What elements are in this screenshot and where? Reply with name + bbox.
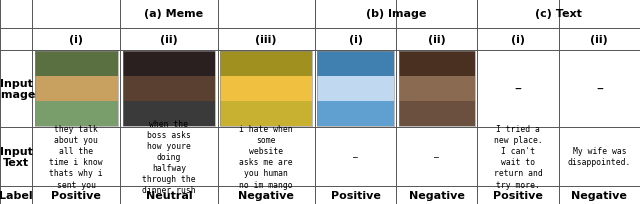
Text: –: – xyxy=(596,82,603,96)
Bar xyxy=(317,77,394,102)
Text: Input
Image: Input Image xyxy=(0,79,35,100)
Text: (iii): (iii) xyxy=(255,35,277,45)
Bar xyxy=(399,102,475,127)
Text: i hate when
some
website
asks me are
you human
no im mango: i hate when some website asks me are you… xyxy=(239,124,293,189)
Bar xyxy=(123,52,215,77)
Bar xyxy=(220,52,312,77)
Bar xyxy=(35,77,118,102)
Text: –: – xyxy=(353,152,358,161)
Bar xyxy=(399,52,475,127)
Bar xyxy=(123,77,215,102)
Text: (i): (i) xyxy=(69,35,83,45)
Text: (i): (i) xyxy=(349,35,362,45)
Text: Label: Label xyxy=(0,190,33,200)
Text: (ii): (ii) xyxy=(591,35,608,45)
Text: Positive: Positive xyxy=(493,190,543,200)
Text: Input
Text: Input Text xyxy=(0,146,33,167)
Text: they talk
about you
all the
time i know
thats why i
sent you: they talk about you all the time i know … xyxy=(49,124,103,189)
Text: (ii): (ii) xyxy=(428,35,445,45)
Bar xyxy=(317,52,394,127)
Text: Positive: Positive xyxy=(331,190,380,200)
Bar xyxy=(35,102,118,127)
Text: when the
boss asks
how youre
doing
halfway
through the
dinner rush: when the boss asks how youre doing halfw… xyxy=(142,119,196,194)
Bar xyxy=(220,77,312,102)
Text: (a) Meme: (a) Meme xyxy=(144,9,203,19)
Text: (i): (i) xyxy=(511,35,525,45)
Text: Negative: Negative xyxy=(409,190,465,200)
Text: Negative: Negative xyxy=(572,190,627,200)
Bar xyxy=(123,52,215,127)
Bar xyxy=(399,52,475,77)
Text: Negative: Negative xyxy=(238,190,294,200)
Text: I tried a
new place.
I can't
wait to
return and
try more.: I tried a new place. I can't wait to ret… xyxy=(493,124,543,189)
Text: (c) Text: (c) Text xyxy=(535,9,582,19)
Text: (b) Image: (b) Image xyxy=(366,9,426,19)
Text: Positive: Positive xyxy=(51,190,101,200)
Bar xyxy=(220,102,312,127)
Text: (ii): (ii) xyxy=(160,35,178,45)
Bar xyxy=(35,52,118,127)
Text: –: – xyxy=(435,152,439,161)
Text: –: – xyxy=(515,82,522,96)
Text: My wife was
disappointed.: My wife was disappointed. xyxy=(568,146,631,167)
Bar xyxy=(317,52,394,77)
Text: Neutral: Neutral xyxy=(146,190,192,200)
Bar xyxy=(399,77,475,102)
Bar xyxy=(317,102,394,127)
Bar xyxy=(220,52,312,127)
Bar xyxy=(123,102,215,127)
Bar xyxy=(35,52,118,77)
